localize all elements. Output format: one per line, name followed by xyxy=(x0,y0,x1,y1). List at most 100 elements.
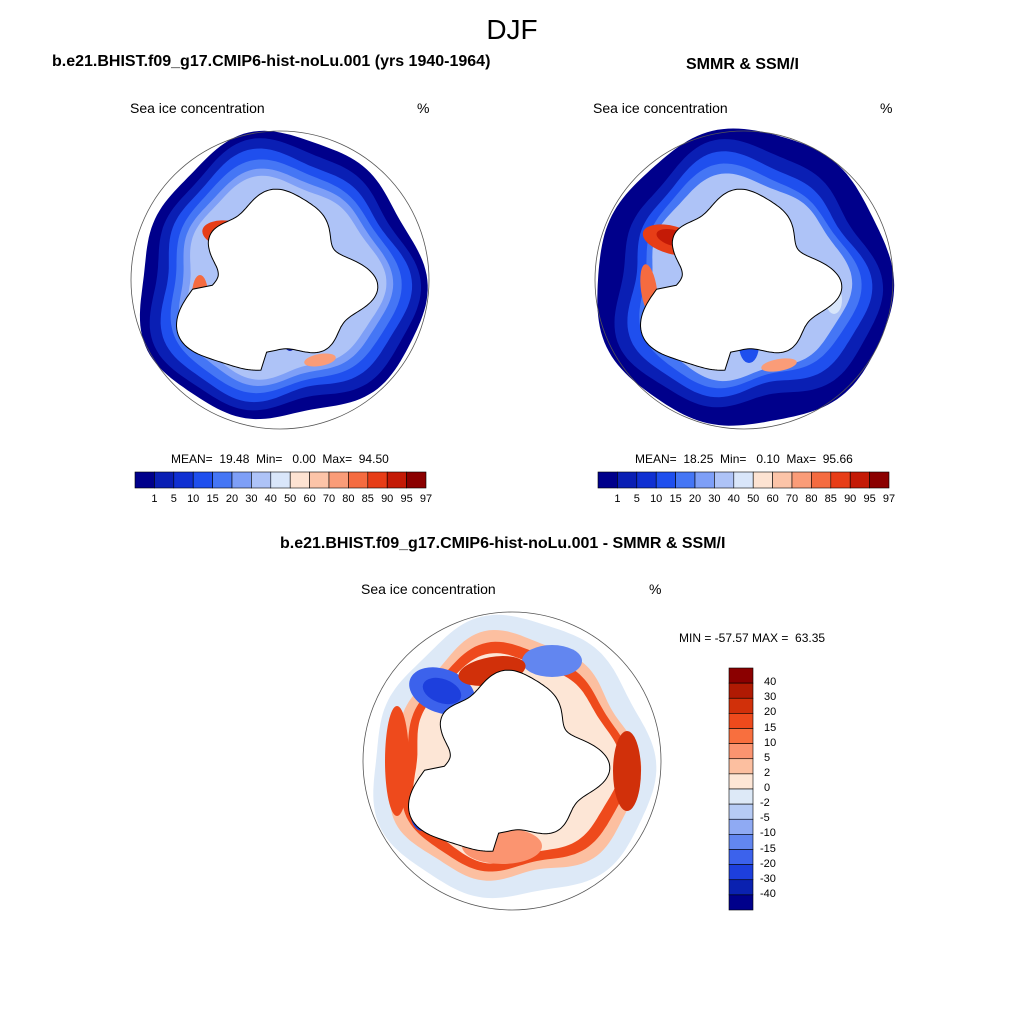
model-colorbar-tick-label: 85 xyxy=(361,493,374,505)
obs-colorbar-tick-label: 20 xyxy=(688,493,702,505)
diff-colorbar-tick-label: 15 xyxy=(764,721,777,734)
model-colorbar-tick-label: 95 xyxy=(400,493,413,505)
model-colorbar-swatch xyxy=(134,471,155,489)
diff-colorbar-tick-label: 20 xyxy=(764,706,777,719)
obs-colorbar-labels: 1 5 10 15 20 30 40 50 60 70 80 85 90 95 97 xyxy=(598,493,895,507)
model-colorbar-tick-label: 5 xyxy=(170,493,177,505)
obs-colorbar-tick-label: 1 xyxy=(614,493,621,505)
obs-colorbar-swatch xyxy=(694,471,715,489)
model-colorbar-tick-label: 10 xyxy=(187,493,200,505)
obs-colorbar-tick-label: 40 xyxy=(727,493,740,505)
obs-concentration-patch xyxy=(761,358,797,372)
diff-colorbar-swatch xyxy=(728,879,754,896)
obs-colorbar-tick-label: 15 xyxy=(669,493,682,505)
obs-colorbar-swatch xyxy=(714,471,735,489)
obs-polar-map xyxy=(594,128,895,430)
model-subtitle-variable: Sea ice concentration xyxy=(130,100,265,116)
diff-concentration-patch xyxy=(613,731,641,811)
diff-colorbar-swatch xyxy=(728,834,754,850)
model-colorbar-swatch xyxy=(289,471,310,489)
model-colorbar-swatch xyxy=(406,471,427,489)
obs-colorbar-tick-label: 80 xyxy=(805,493,818,505)
obs-colorbar-tick-label: 50 xyxy=(747,493,760,505)
obs-colorbar-swatch xyxy=(772,471,793,489)
diff-map-border xyxy=(362,611,662,911)
obs-colorbar-swatch xyxy=(597,471,618,489)
model-colorbar-labels: 1 5 10 15 20 30 40 50 60 70 80 85 90 95 97 xyxy=(135,493,432,507)
diff-colorbar-tick-label: 0 xyxy=(764,782,771,794)
diff-colorbar-swatch xyxy=(728,728,754,744)
diff-subtitle-variable: Sea ice concentration xyxy=(361,581,496,597)
diff-colorbar-swatch xyxy=(728,682,754,699)
model-colorbar-swatch xyxy=(328,471,349,489)
model-colorbar-swatch xyxy=(192,471,213,489)
obs-subtitle-units: % xyxy=(880,100,893,116)
obs-colorbar-swatch xyxy=(811,471,832,489)
model-colorbar-tick-label: 30 xyxy=(245,493,258,505)
model-antarctica-coastline xyxy=(175,188,379,371)
diff-colorbar-tick-label: 2 xyxy=(764,766,771,779)
model-colorbar-tick-label: 60 xyxy=(303,493,316,505)
model-colorbar-swatch xyxy=(212,471,233,489)
model-colorbar-swatch xyxy=(231,471,252,489)
diff-colorbar-tick-label: -40 xyxy=(760,887,776,900)
model-map-border xyxy=(130,130,430,430)
model-colorbar-tick-label: 20 xyxy=(225,493,239,505)
diff-colorbar xyxy=(728,667,754,911)
diff-concentration-patch xyxy=(522,645,582,677)
model-colorbar-swatch xyxy=(386,471,407,489)
model-stats: MEAN= 19.48 Min= 0.00 Max= 94.50 xyxy=(171,452,389,466)
diff-colorbar-tick-label: 30 xyxy=(764,691,777,704)
obs-colorbar-swatch xyxy=(655,471,676,489)
diff-colorbar-swatch xyxy=(728,758,754,775)
diff-colorbar-tick-label: -2 xyxy=(760,797,770,810)
diff-stats: MIN = -57.57 MAX = 63.35 xyxy=(679,631,826,645)
obs-colorbar-swatch xyxy=(636,471,657,489)
model-colorbar-tick-label: 40 xyxy=(264,493,277,505)
diff-colorbar-tick-label: 5 xyxy=(764,751,771,764)
diff-colorbar-swatch xyxy=(728,743,754,760)
diff-colorbar-swatch xyxy=(728,773,754,790)
obs-colorbar-swatch xyxy=(752,471,773,489)
obs-colorbar xyxy=(597,471,890,489)
obs-colorbar-tick-label: 30 xyxy=(708,493,721,505)
diff-colorbar-swatch xyxy=(728,667,754,684)
model-colorbar-tick-label: 70 xyxy=(322,493,336,505)
diff-colorbar-swatch xyxy=(728,818,754,835)
diff-colorbar-tick-label: 10 xyxy=(764,736,777,749)
obs-colorbar-swatch xyxy=(849,471,870,489)
diff-colorbar-swatch xyxy=(728,894,754,911)
model-concentration-patch xyxy=(304,353,336,367)
diff-colorbar-tick-label: -10 xyxy=(760,827,776,840)
diff-colorbar-tick-label: -20 xyxy=(760,857,776,870)
model-colorbar-tick-label: 97 xyxy=(419,493,433,505)
diff-colorbar-tick-label: -5 xyxy=(760,812,770,825)
model-map-layers xyxy=(130,127,431,430)
obs-colorbar-tick-label: 85 xyxy=(824,493,837,505)
diff-map-layers xyxy=(362,610,662,911)
obs-map-layers xyxy=(594,128,895,430)
diff-colorbar-swatch xyxy=(728,788,754,805)
model-colorbar-swatch xyxy=(309,471,330,489)
diff-colorbar-tick-label: 40 xyxy=(764,676,777,689)
obs-colorbar-tick-label: 5 xyxy=(633,493,640,505)
obs-stats: MEAN= 18.25 Min= 0.10 Max= 95.66 xyxy=(635,452,853,466)
diff-polar-map xyxy=(362,610,662,911)
model-colorbar-tick-label: 1 xyxy=(151,493,158,505)
diff-colorbar-swatch xyxy=(728,803,754,820)
model-colorbar-swatch xyxy=(348,471,369,489)
obs-colorbar-swatch xyxy=(830,471,851,489)
diff-colorbar-swatch xyxy=(728,713,754,729)
model-colorbar-tick-label: 50 xyxy=(284,493,297,505)
diff-panel-title: b.e21.BHIST.f09_g17.CMIP6-hist-noLu.001 … xyxy=(280,535,726,552)
diff-subtitle-units: % xyxy=(649,581,662,597)
obs-colorbar-tick-label: 95 xyxy=(863,493,876,505)
obs-colorbar-swatch xyxy=(675,471,696,489)
model-colorbar-tick-label: 80 xyxy=(342,493,355,505)
model-colorbar-swatch xyxy=(154,471,175,489)
diff-colorbar-swatch xyxy=(728,849,754,865)
obs-colorbar-tick-label: 70 xyxy=(785,493,799,505)
obs-colorbar-swatch xyxy=(869,471,890,489)
diff-colorbar-tick-label: -15 xyxy=(760,842,776,855)
model-colorbar xyxy=(134,471,427,489)
